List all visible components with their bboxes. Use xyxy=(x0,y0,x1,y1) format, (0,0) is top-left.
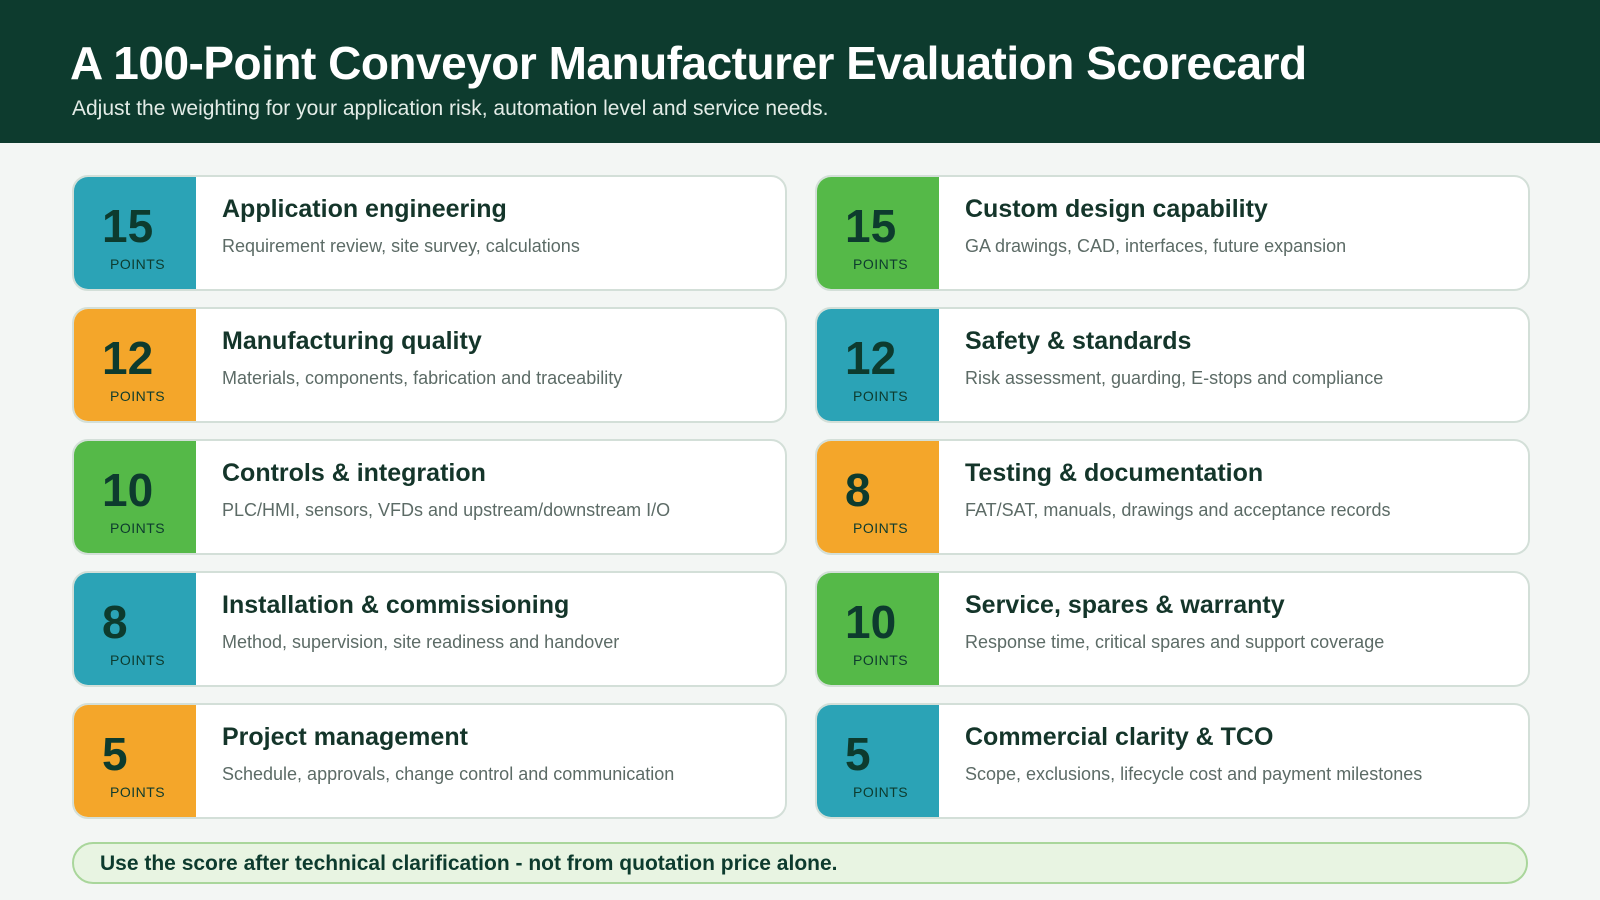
criterion-description: Requirement review, site survey, calcula… xyxy=(222,236,580,256)
points-value: 8 xyxy=(102,596,128,648)
criterion-card: 10 POINTS Controls & integration PLC/HMI… xyxy=(72,439,787,555)
criterion-description: FAT/SAT, manuals, drawings and acceptanc… xyxy=(965,500,1391,520)
page-subtitle: Adjust the weighting for your applicatio… xyxy=(72,97,829,120)
criterion-description: Response time, critical spares and suppo… xyxy=(965,632,1385,652)
points-value: 5 xyxy=(845,728,871,780)
criterion-card: 8 POINTS Testing & documentation FAT/SAT… xyxy=(815,439,1530,555)
criterion-card: 5 POINTS Project management Schedule, ap… xyxy=(72,703,787,819)
points-label: POINTS xyxy=(110,784,166,800)
criterion-title: Application engineering xyxy=(222,195,507,223)
criterion-card: 12 POINTS Manufacturing quality Material… xyxy=(72,307,787,423)
points-label: POINTS xyxy=(110,388,166,404)
points-badge: 5 POINTS xyxy=(817,705,939,817)
footer-note-bar: Use the score after technical clarificat… xyxy=(72,842,1528,884)
criterion-card: 8 POINTS Installation & commissioning Me… xyxy=(72,571,787,687)
criterion-title: Installation & commissioning xyxy=(222,591,570,619)
criterion-description: Schedule, approvals, change control and … xyxy=(222,764,675,784)
criterion-card: 10 POINTS Service, spares & warranty Res… xyxy=(815,571,1530,687)
criterion-description: GA drawings, CAD, interfaces, future exp… xyxy=(965,236,1347,256)
points-value: 8 xyxy=(845,464,871,516)
criterion-title: Manufacturing quality xyxy=(222,327,482,355)
points-label: POINTS xyxy=(110,256,166,272)
points-badge: 12 POINTS xyxy=(817,309,939,421)
points-value: 12 xyxy=(102,332,154,384)
points-value: 10 xyxy=(102,464,154,516)
criterion-description: Materials, components, fabrication and t… xyxy=(222,368,623,388)
criterion-title: Commercial clarity & TCO xyxy=(965,723,1274,751)
points-value: 15 xyxy=(102,200,154,252)
points-label: POINTS xyxy=(853,520,909,536)
criterion-card: 15 POINTS Custom design capability GA dr… xyxy=(815,175,1530,291)
points-value: 15 xyxy=(845,200,897,252)
page-title: A 100-Point Conveyor Manufacturer Evalua… xyxy=(70,37,1307,89)
points-badge: 8 POINTS xyxy=(817,441,939,553)
points-badge: 12 POINTS xyxy=(74,309,196,421)
criterion-card: 5 POINTS Commercial clarity & TCO Scope,… xyxy=(815,703,1530,819)
criterion-description: PLC/HMI, sensors, VFDs and upstream/down… xyxy=(222,500,671,520)
scorecard-grid: 15 POINTS Application engineering Requir… xyxy=(72,175,1530,819)
criterion-title: Custom design capability xyxy=(965,195,1268,223)
points-value: 10 xyxy=(845,596,897,648)
points-label: POINTS xyxy=(110,520,166,536)
points-label: POINTS xyxy=(853,256,909,272)
criterion-title: Controls & integration xyxy=(222,459,486,487)
points-value: 5 xyxy=(102,728,128,780)
criterion-description: Risk assessment, guarding, E-stops and c… xyxy=(965,368,1384,388)
criterion-title: Project management xyxy=(222,723,468,751)
points-badge: 15 POINTS xyxy=(74,177,196,289)
criterion-title: Safety & standards xyxy=(965,327,1192,355)
points-badge: 15 POINTS xyxy=(817,177,939,289)
header-banner: A 100-Point Conveyor Manufacturer Evalua… xyxy=(0,0,1600,143)
points-badge: 5 POINTS xyxy=(74,705,196,817)
criterion-title: Testing & documentation xyxy=(965,459,1264,487)
points-badge: 10 POINTS xyxy=(817,573,939,685)
criterion-description: Scope, exclusions, lifecycle cost and pa… xyxy=(965,764,1423,784)
points-badge: 8 POINTS xyxy=(74,573,196,685)
points-label: POINTS xyxy=(853,784,909,800)
criterion-title: Service, spares & warranty xyxy=(965,591,1285,619)
points-value: 12 xyxy=(845,332,897,384)
points-label: POINTS xyxy=(853,388,909,404)
footer-note: Use the score after technical clarificat… xyxy=(100,852,838,875)
points-badge: 10 POINTS xyxy=(74,441,196,553)
criterion-description: Method, supervision, site readiness and … xyxy=(222,632,620,652)
criterion-card: 15 POINTS Application engineering Requir… xyxy=(72,175,787,291)
points-label: POINTS xyxy=(853,652,909,668)
points-label: POINTS xyxy=(110,652,166,668)
criterion-card: 12 POINTS Safety & standards Risk assess… xyxy=(815,307,1530,423)
